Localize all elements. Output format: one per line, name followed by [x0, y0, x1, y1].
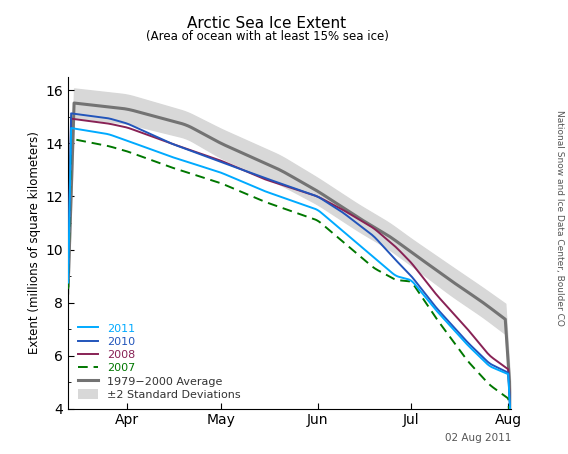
Text: (Area of ocean with at least 15% sea ice): (Area of ocean with at least 15% sea ice…: [145, 30, 389, 43]
Text: National Snow and Ice Data Center, Boulder CO: National Snow and Ice Data Center, Bould…: [555, 110, 564, 326]
Text: 02 Aug 2011: 02 Aug 2011: [445, 434, 511, 444]
Text: Arctic Sea Ice Extent: Arctic Sea Ice Extent: [187, 16, 346, 31]
Legend: 2011, 2010, 2008, 2007, 1979−2000 Average, ±2 Standard Deviations: 2011, 2010, 2008, 2007, 1979−2000 Averag…: [78, 323, 241, 400]
Y-axis label: Extent (millions of square kilometers): Extent (millions of square kilometers): [28, 132, 41, 354]
